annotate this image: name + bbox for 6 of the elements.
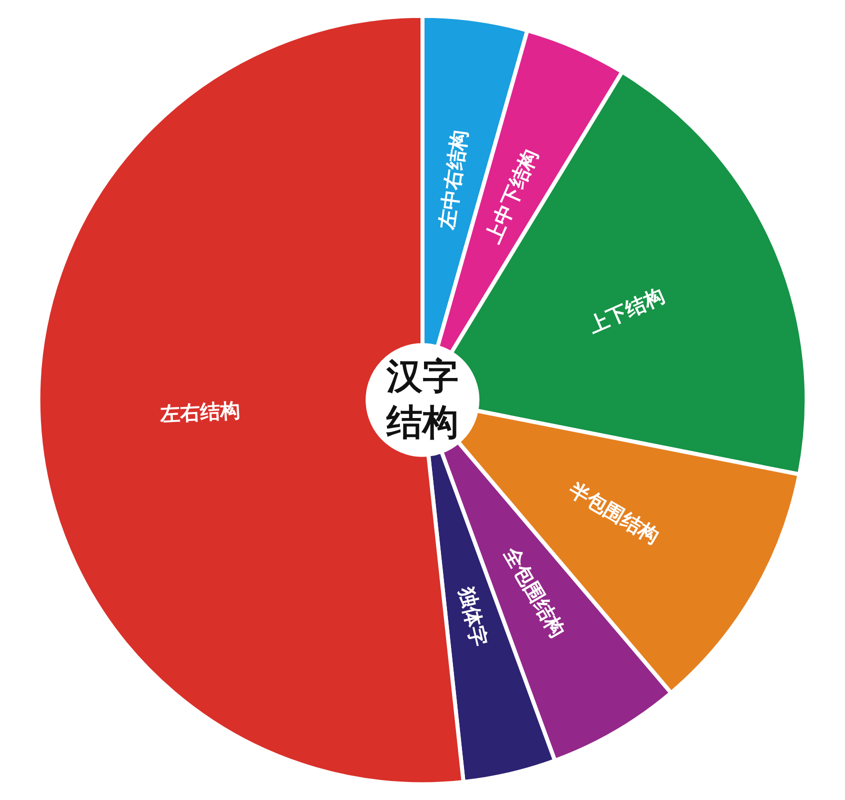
slice-label: 独体字 [454, 584, 492, 649]
slice-label: 左中右结构 [434, 128, 472, 232]
slice-label: 左右结构 [158, 398, 241, 426]
slice-label: 上下结构 [584, 283, 668, 338]
slice-label: 上中下结构 [480, 145, 543, 248]
text: 汉字结构 [386, 356, 458, 444]
